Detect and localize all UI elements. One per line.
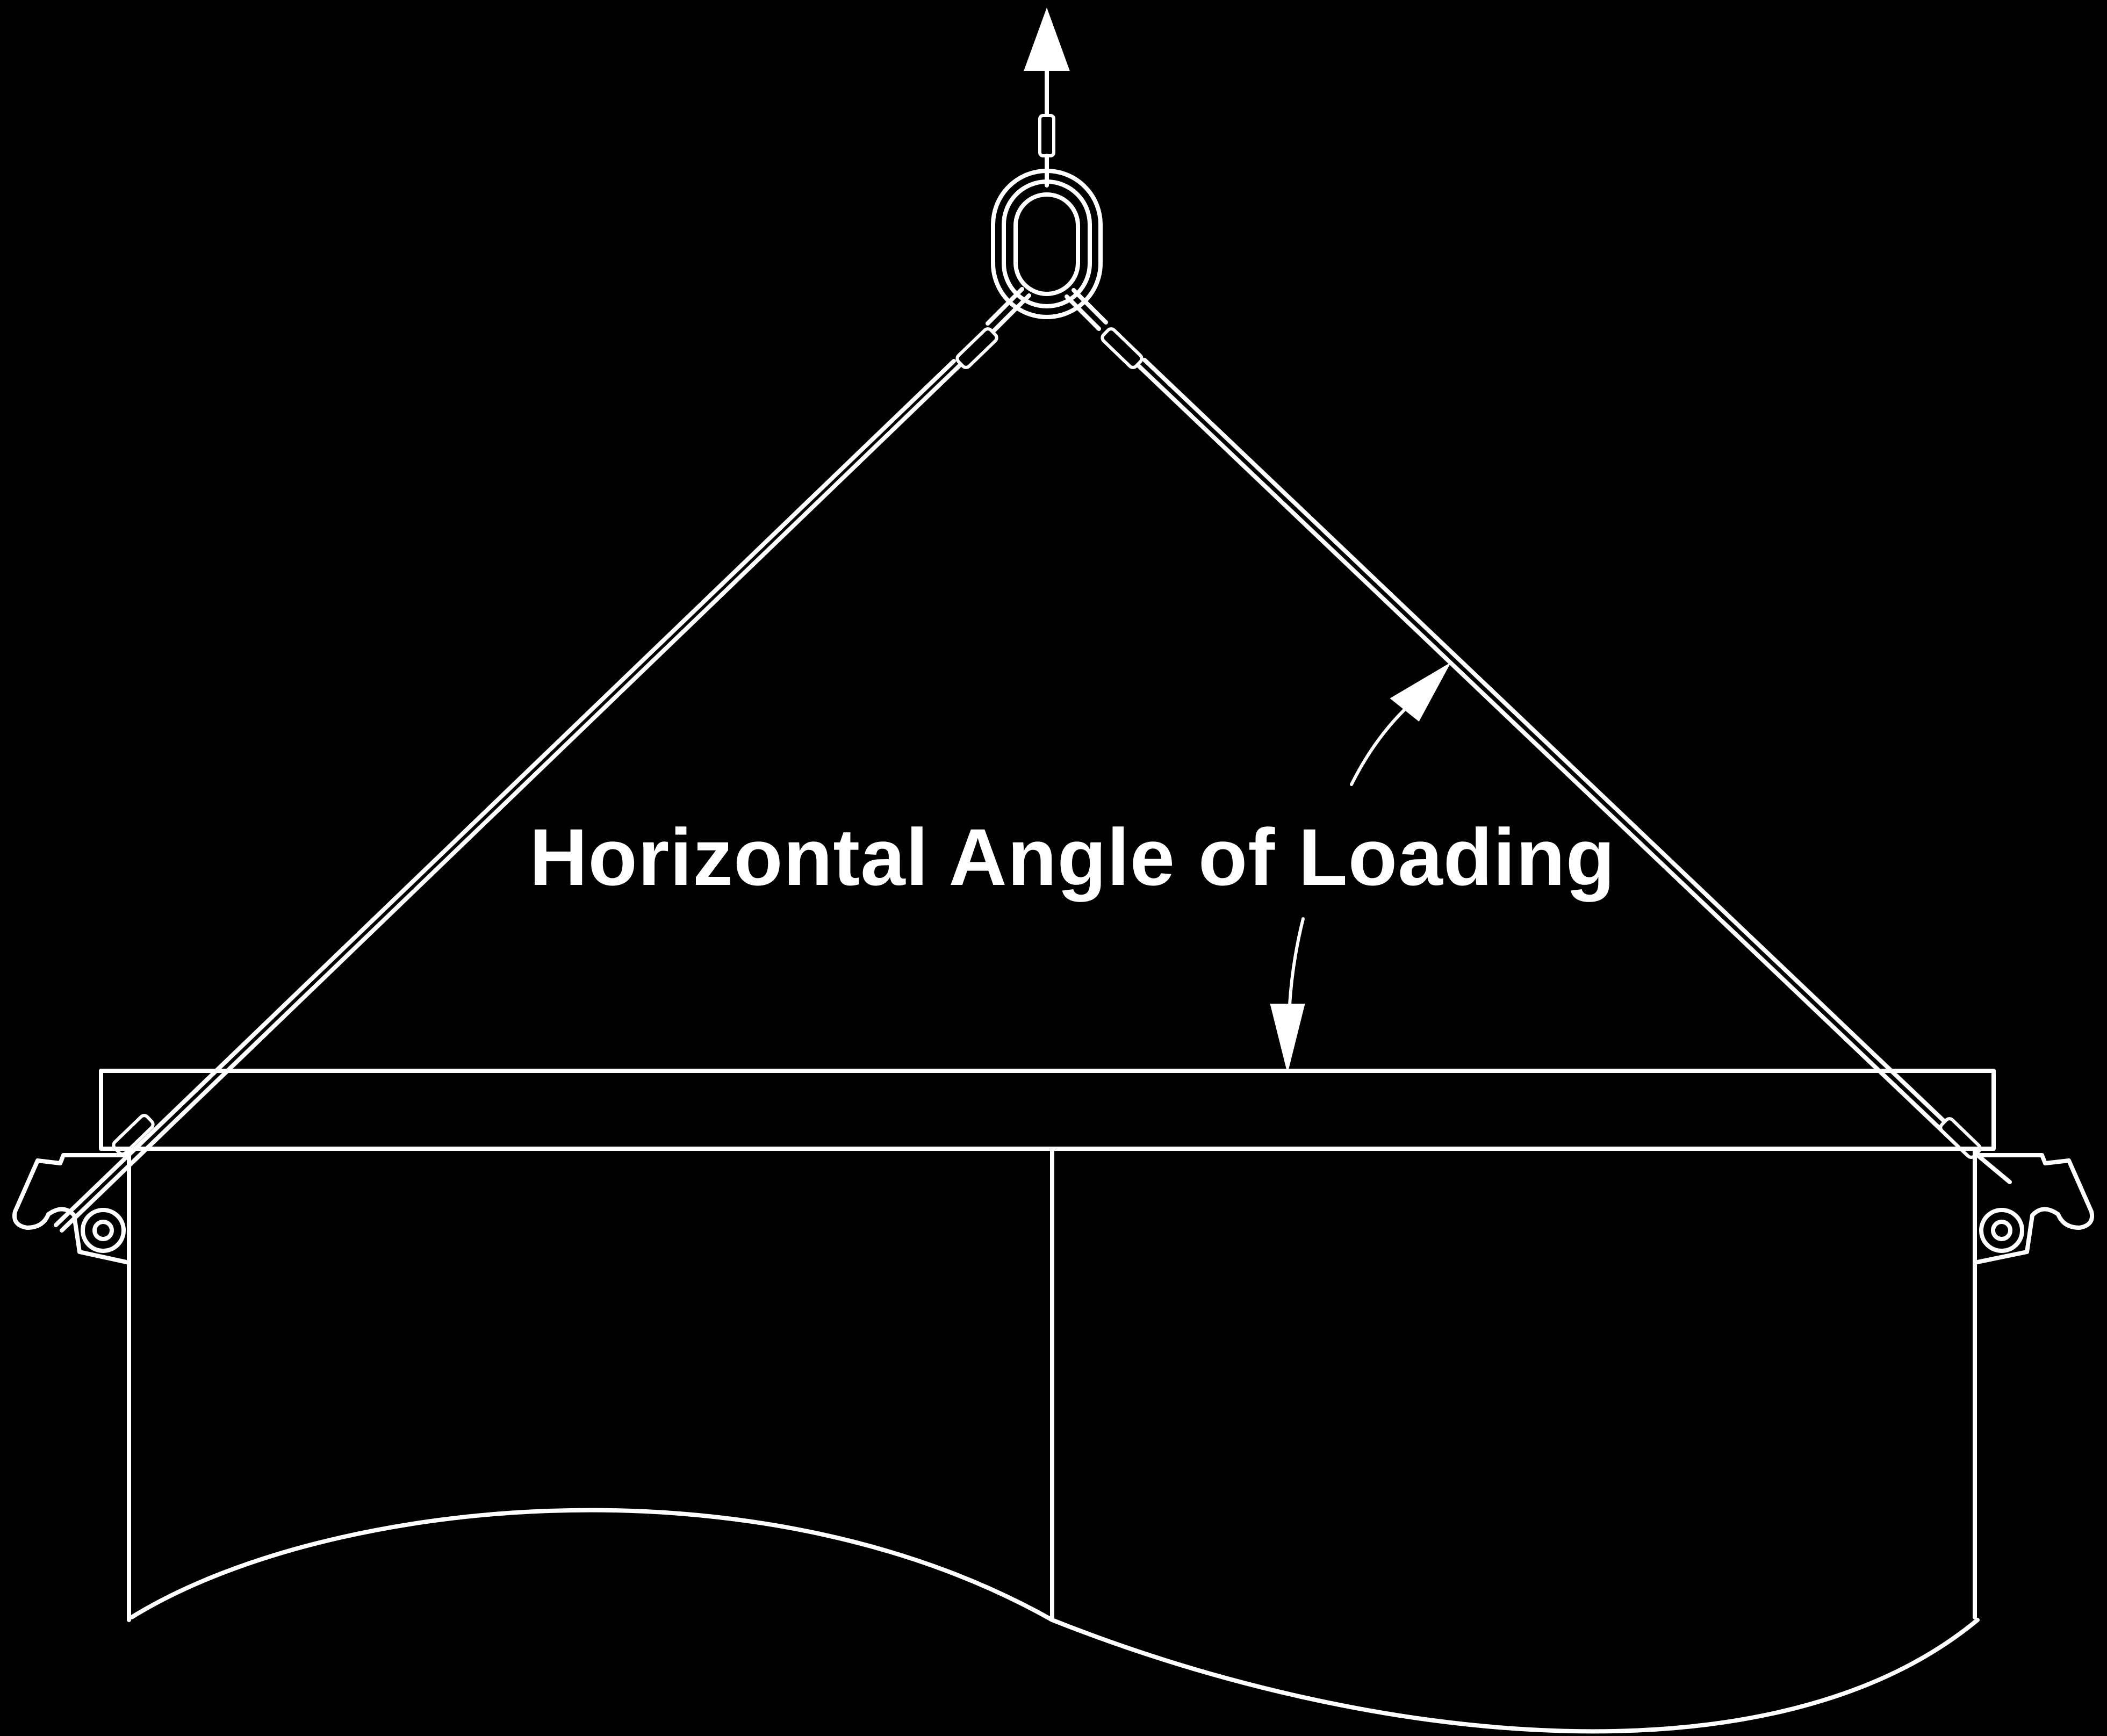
right-lifting-lug — [1973, 1153, 2094, 1265]
left-sling-leg — [54, 287, 1031, 1233]
left-lifting-lug — [12, 1153, 131, 1265]
lift-direction-arrow — [1024, 8, 1070, 188]
horizontal-bar — [99, 1069, 1996, 1151]
container-body — [127, 1147, 1980, 1734]
angle-arrow-to-bar — [1270, 917, 1305, 1070]
right-sling-leg — [1065, 288, 2012, 1184]
diagram-caption: Horizontal Angle of Loading — [529, 812, 1616, 902]
master-link — [991, 169, 1103, 319]
angle-arrow-to-sling — [1350, 662, 1451, 786]
